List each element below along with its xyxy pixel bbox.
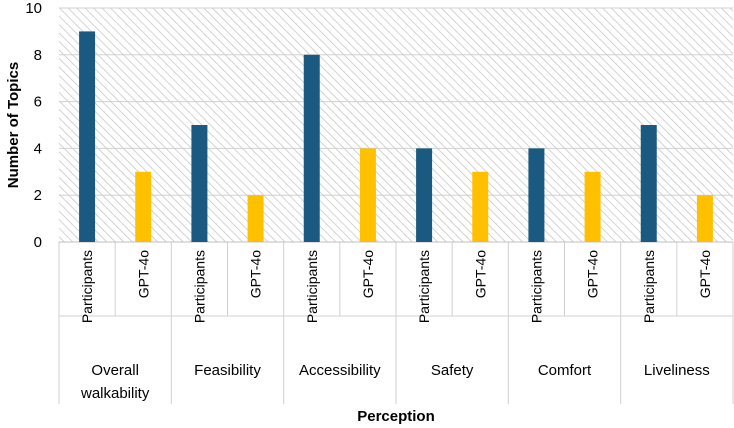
bar (191, 125, 208, 242)
category-label: Safety (431, 362, 474, 379)
y-tick-label: 4 (34, 140, 42, 157)
bar (416, 148, 433, 242)
bar (584, 171, 601, 242)
y-tick-label: 0 (34, 234, 42, 251)
category-label: walkability (80, 385, 150, 402)
bar (359, 148, 376, 242)
series-tick-label: GPT-4o (697, 250, 713, 298)
y-tick-label: 10 (25, 0, 42, 17)
category-separators (58, 241, 734, 404)
bar (640, 125, 657, 242)
bar (79, 31, 96, 243)
category-label: Overall (91, 362, 139, 379)
plot-area-background (59, 8, 733, 242)
x-axis-labels: Participants GPT-4o Overall walkability Part… (79, 250, 713, 402)
series-tick-label: Participants (191, 250, 207, 323)
y-axis-title: Number of Topics (5, 62, 22, 188)
series-tick-label: Participants (641, 250, 657, 323)
y-tick-label: 8 (34, 47, 42, 64)
x-axis-title: Perception (357, 408, 435, 425)
series-tick-label: GPT-4o (248, 250, 264, 298)
bar (303, 54, 320, 242)
y-tick-label: 6 (34, 94, 42, 111)
y-axis-ticks: 0 2 4 6 8 10 (25, 0, 42, 251)
bar (696, 195, 713, 242)
series-tick-label: Participants (528, 250, 544, 323)
y-tick-label: 2 (34, 187, 42, 204)
series-tick-label: GPT-4o (135, 250, 151, 298)
category-label: Feasibility (194, 362, 261, 379)
bar (135, 171, 152, 242)
bar (472, 171, 489, 242)
category-label: Accessibility (299, 362, 381, 379)
category-label: Liveliness (644, 362, 710, 379)
series-tick-label: Participants (416, 250, 432, 323)
series-tick-label: Participants (304, 250, 320, 323)
series-tick-label: GPT-4o (472, 250, 488, 298)
series-tick-label: GPT-4o (585, 250, 601, 298)
bars (79, 31, 713, 243)
bar (528, 148, 545, 242)
series-tick-label: GPT-4o (360, 250, 376, 298)
bar (247, 195, 264, 242)
series-tick-label: Participants (79, 250, 95, 323)
category-label: Comfort (538, 362, 592, 379)
